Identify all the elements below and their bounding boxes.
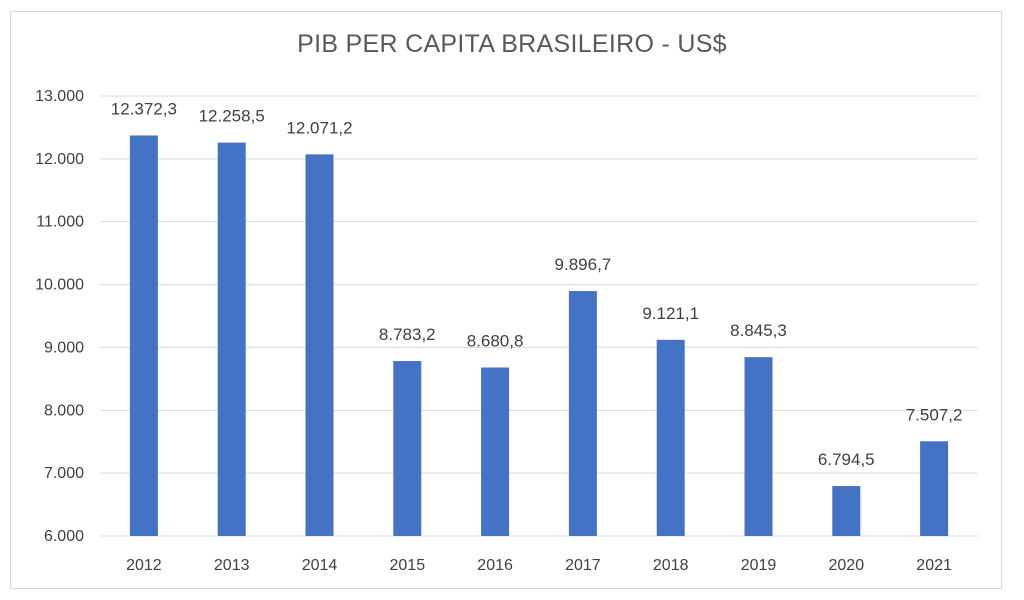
bar-2012 bbox=[129, 135, 158, 536]
bar-2015 bbox=[393, 361, 422, 536]
bars bbox=[129, 135, 949, 536]
data-label-2019: 8.845,3 bbox=[730, 321, 787, 340]
y-tick-label: 7.000 bbox=[44, 465, 84, 482]
y-tick-label: 10.000 bbox=[35, 277, 84, 294]
y-tick-label: 13.000 bbox=[35, 88, 84, 105]
x-tick-label-2017: 2017 bbox=[565, 557, 601, 574]
data-label-2014: 12.071,2 bbox=[286, 118, 352, 137]
bar-2013 bbox=[217, 142, 246, 536]
y-tick-label: 8.000 bbox=[44, 402, 84, 419]
x-tick-label-2015: 2015 bbox=[390, 557, 426, 574]
data-label-2021: 7.507,2 bbox=[906, 405, 963, 424]
bar-2018 bbox=[656, 339, 685, 536]
bar-2020 bbox=[832, 486, 861, 536]
data-label-2017: 9.896,7 bbox=[555, 255, 612, 274]
x-tick-label-2018: 2018 bbox=[653, 557, 689, 574]
x-tick-label-2016: 2016 bbox=[477, 557, 513, 574]
bar-2017 bbox=[568, 291, 597, 536]
chart-title: PIB PER CAPITA BRASILEIRO - US$ bbox=[297, 30, 727, 58]
x-axis-tick-labels: 2012 2013 2014 2015 2016 2017 2018 2019 2020 2021 bbox=[126, 557, 952, 574]
data-label-2018: 9.121,1 bbox=[642, 304, 699, 323]
x-tick-label-2020: 2020 bbox=[829, 557, 865, 574]
data-label-2016: 8.680,8 bbox=[467, 331, 524, 350]
x-tick-label-2019: 2019 bbox=[741, 557, 777, 574]
x-tick-label-2021: 2021 bbox=[916, 557, 952, 574]
data-label-2020: 6.794,5 bbox=[818, 450, 875, 469]
y-axis-tick-labels: 6.000 7.000 8.000 9.000 10.000 11.000 12.000 13… bbox=[35, 88, 84, 545]
y-tick-label: 11.000 bbox=[36, 214, 84, 231]
y-tick-label: 12.000 bbox=[35, 151, 84, 168]
data-label-2015: 8.783,2 bbox=[379, 325, 436, 344]
y-tick-label: 9.000 bbox=[44, 339, 84, 356]
bar-2016 bbox=[481, 367, 510, 536]
gridlines bbox=[100, 95, 978, 537]
bar-2019 bbox=[744, 357, 773, 536]
x-tick-label-2012: 2012 bbox=[126, 557, 162, 574]
data-label-2013: 12.258,5 bbox=[199, 107, 265, 126]
x-tick-label-2013: 2013 bbox=[214, 557, 250, 574]
bar-2014 bbox=[305, 154, 334, 536]
x-tick-label-2014: 2014 bbox=[302, 557, 338, 574]
y-tick-label: 6.000 bbox=[44, 528, 84, 545]
bar-2021 bbox=[920, 441, 949, 536]
data-labels: 12.372,3 12.258,5 12.071,2 8.783,2 8.680,8 9.… bbox=[111, 99, 963, 469]
data-label-2012: 12.372,3 bbox=[111, 99, 177, 118]
